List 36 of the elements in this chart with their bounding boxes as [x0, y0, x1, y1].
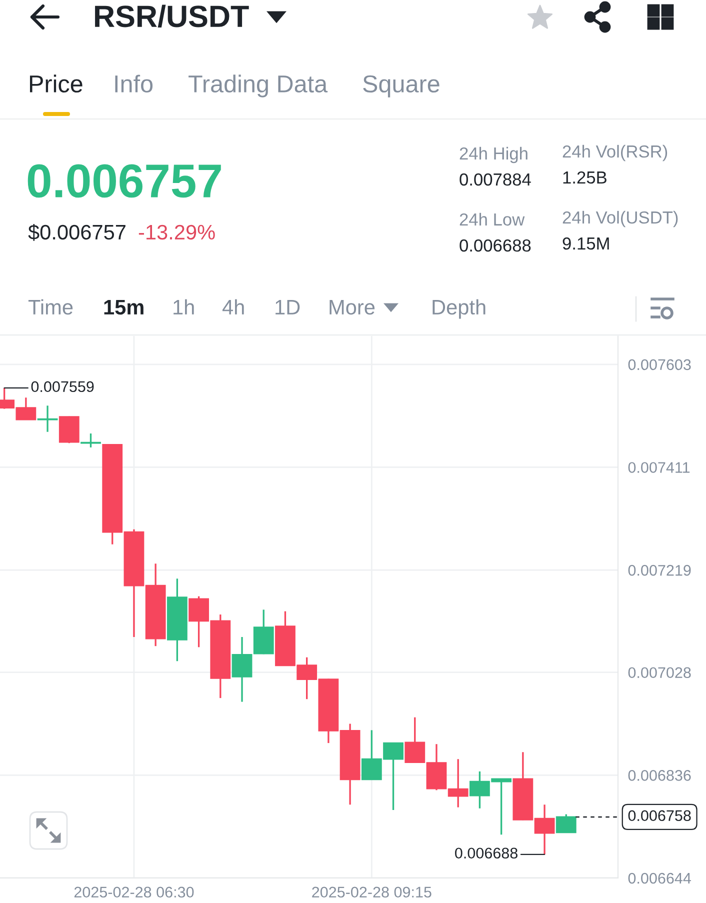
y-tick-label: 0.006644 — [628, 872, 691, 884]
text: 4h — [222, 299, 244, 314]
text: 9.15M — [562, 237, 609, 250]
candlestick — [556, 813, 576, 834]
text: 1D — [276, 300, 300, 314]
text: 24h Vol(RSR) — [562, 144, 668, 162]
y-tick-label: 0.007603 — [628, 359, 691, 370]
text: More — [330, 300, 375, 315]
text: 0.006688 — [460, 239, 531, 252]
text: Price — [30, 74, 82, 93]
y-tick-label: 0.006836 — [628, 770, 691, 781]
chart-title: RSR/USDT — [95, 4, 249, 28]
text: 0.007884 — [460, 173, 531, 186]
text: 24h High — [460, 146, 528, 164]
text: 1.25B — [563, 171, 606, 184]
annotation: 0.007559 — [31, 381, 94, 392]
x-tick-label: 2025-02-28 09:15 — [312, 886, 432, 898]
text: Depth — [432, 299, 486, 319]
text: Time — [28, 299, 73, 315]
text: 0.006757 — [28, 164, 221, 198]
candlestick — [80, 432, 101, 448]
text: 15m — [104, 300, 144, 315]
text: 1h — [174, 299, 194, 314]
y-tick-label: 0.007219 — [628, 564, 691, 576]
x-tick-label: 2025-02-28 06:30 — [74, 886, 194, 898]
ref-line-label: 0.006758 — [628, 810, 691, 822]
y-tick-label: 0.007411 — [628, 462, 690, 473]
text: -13.29% — [138, 224, 215, 240]
annotation: 0.006688 — [455, 848, 518, 859]
text: $0.006757 — [28, 224, 126, 241]
text: 24h Vol(USDT) — [562, 210, 678, 228]
text: Trading Data — [188, 74, 328, 98]
text: Info — [115, 74, 153, 93]
text: 24h Low — [460, 212, 525, 226]
y-tick-label: 0.007028 — [628, 667, 691, 678]
text: Square — [363, 75, 440, 98]
